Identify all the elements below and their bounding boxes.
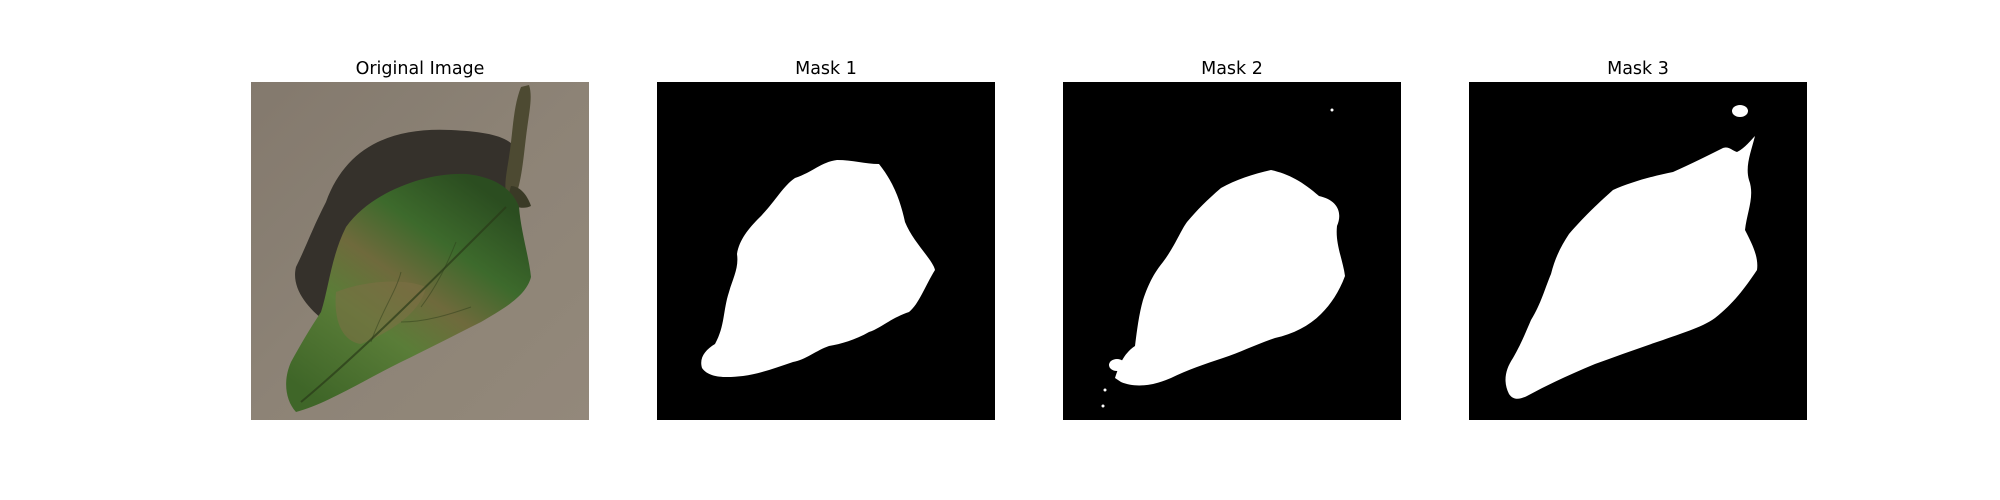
mask-3-image (1469, 82, 1807, 420)
original-leaf-image (251, 82, 589, 420)
panel-title-mask-3: Mask 3 (1607, 59, 1669, 79)
mask-1-image (657, 82, 995, 420)
panel-mask-2: Mask 2 (1063, 56, 1401, 420)
panel-title-mask-2: Mask 2 (1201, 59, 1263, 79)
panel-mask-1: Mask 1 (657, 56, 995, 420)
panel-title-original-image: Original Image (355, 59, 485, 79)
panel-original-image: Original Image (251, 56, 589, 420)
panel-title-mask-1: Mask 1 (795, 59, 857, 79)
panel-mask-3: Mask 3 (1469, 56, 1807, 420)
mask-2-image (1063, 82, 1401, 420)
